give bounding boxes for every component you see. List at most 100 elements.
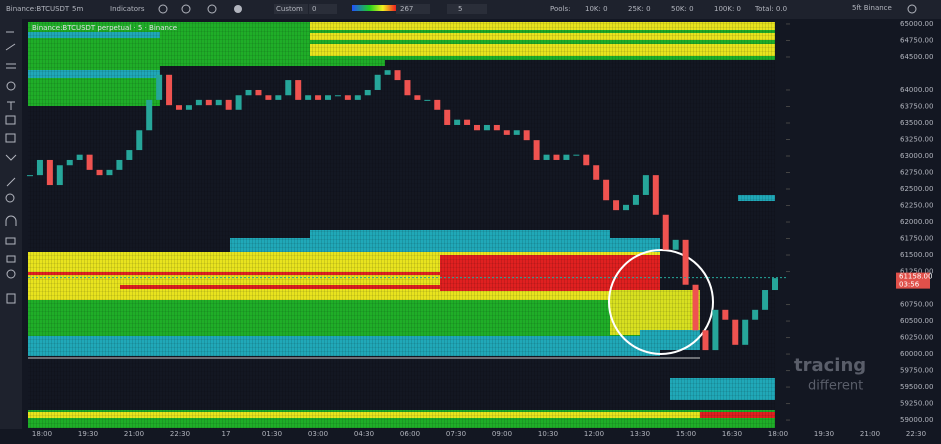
y-tick-label: 61250.00 — [900, 268, 933, 276]
indicators[interactable]: Indicators — [110, 5, 145, 13]
x-tick-label: 07:30 — [446, 430, 466, 438]
y-tick-label: 64000.00 — [900, 86, 933, 94]
last-price-box — [896, 272, 930, 289]
x-tick-label: 13:30 — [630, 430, 650, 438]
input[interactable] — [309, 4, 337, 14]
candle — [176, 105, 182, 110]
settings-icon[interactable] — [907, 4, 917, 14]
symbol[interactable]: Binance:BTCUSDT — [6, 5, 70, 13]
candle — [156, 74, 163, 100]
y-tick-label: 65000.00 — [900, 20, 933, 28]
candle — [772, 278, 778, 291]
candle — [444, 109, 451, 125]
candle — [573, 154, 580, 156]
pool: 10K: 0 — [585, 5, 608, 13]
candle — [434, 99, 441, 110]
y-tick-label: 60500.00 — [900, 317, 933, 325]
icon[interactable] — [158, 4, 168, 14]
icon[interactable] — [207, 4, 217, 14]
input[interactable] — [396, 4, 430, 14]
preset-value[interactable]: 0 — [312, 5, 316, 13]
candle — [46, 159, 53, 186]
range-value[interactable]: 267 — [400, 5, 413, 13]
y-tick-label: 59250.00 — [900, 400, 933, 408]
y-tick-label: 60250.00 — [900, 334, 933, 342]
candle — [603, 179, 610, 201]
heatmap — [28, 22, 775, 432]
candle — [215, 99, 222, 106]
x-tick-label: 22:30 — [906, 430, 926, 438]
candle — [305, 95, 312, 100]
y-tick-label: 59750.00 — [900, 367, 933, 375]
candle — [503, 130, 510, 135]
candle — [245, 89, 252, 96]
candle — [255, 89, 262, 96]
candle — [126, 150, 133, 160]
y-tick-label: 59500.00 — [900, 383, 933, 391]
candle — [225, 99, 232, 110]
candle — [483, 124, 490, 131]
y-tick-label: 62250.00 — [900, 202, 933, 210]
candle — [533, 140, 540, 160]
color-gradient[interactable] — [352, 5, 396, 11]
x-tick-label: 22:30 — [170, 430, 190, 438]
interval[interactable]: 5m — [72, 5, 83, 13]
x-tick-label: 03:00 — [308, 430, 328, 438]
candle — [76, 154, 83, 160]
pool: 25K: 0 — [628, 5, 651, 13]
candle — [722, 309, 729, 320]
candle — [513, 130, 520, 135]
candle — [235, 95, 242, 110]
y-tick-label: 59000.00 — [900, 416, 933, 424]
candle — [702, 330, 709, 351]
candle — [205, 99, 212, 106]
select[interactable] — [274, 4, 308, 14]
x-tick-label: 12:00 — [584, 430, 604, 438]
last-price: 61158.00 — [899, 273, 932, 281]
x-tick-label: 17 — [222, 430, 231, 438]
y-tick-label: 63500.00 — [900, 119, 933, 127]
candle — [613, 200, 620, 211]
icon[interactable] — [234, 5, 242, 13]
time-axis — [0, 429, 941, 440]
pools-label: Pools: — [550, 5, 571, 13]
candle — [414, 95, 421, 100]
candle — [712, 309, 719, 351]
count-value[interactable]: 5 — [458, 5, 462, 13]
x-tick-label: 19:30 — [78, 430, 98, 438]
candle — [344, 95, 351, 100]
x-tick-label: 15:00 — [676, 430, 696, 438]
candle — [583, 154, 590, 166]
candle — [742, 319, 749, 345]
candle — [762, 290, 769, 310]
candle — [563, 154, 570, 160]
candle — [136, 130, 143, 151]
candle — [384, 70, 391, 75]
highlight-circle — [608, 249, 714, 355]
x-tick-label: 19:30 — [814, 430, 834, 438]
candle — [86, 154, 93, 170]
countdown: 03:56 — [899, 281, 920, 289]
candle — [623, 204, 629, 211]
candle — [652, 175, 659, 215]
candle — [27, 175, 33, 177]
x-tick-label: 10:30 — [538, 430, 558, 438]
candle — [493, 124, 500, 131]
candle — [682, 239, 689, 285]
candle — [265, 95, 272, 100]
candle — [454, 119, 461, 125]
total: Total: 0.0 — [754, 5, 787, 13]
y-tick-label: 63250.00 — [900, 135, 933, 143]
x-tick-label: 16:30 — [722, 430, 742, 438]
candle — [752, 309, 759, 320]
input[interactable] — [447, 4, 487, 14]
candle — [325, 95, 331, 100]
candle — [464, 119, 471, 125]
icon[interactable] — [181, 4, 191, 14]
exchange[interactable]: 5ft Binance — [852, 4, 892, 12]
candle — [632, 194, 639, 205]
pool: 100K: 0 — [714, 5, 741, 13]
preset[interactable]: Custom — [276, 5, 303, 13]
candle — [364, 89, 371, 96]
